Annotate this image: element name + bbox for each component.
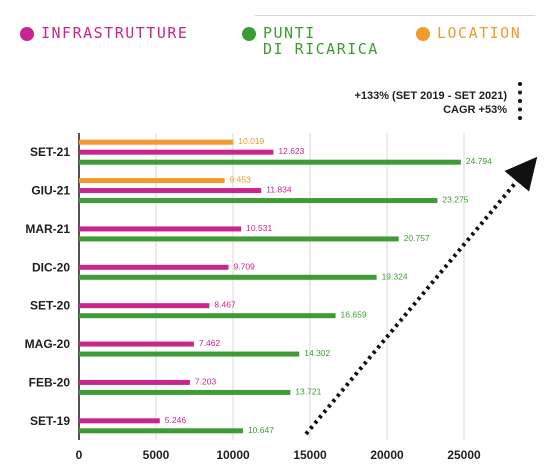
legend-dot-location	[416, 27, 430, 41]
growth-annotation-line-1: +133% (SET 2019 - SET 2021)	[354, 90, 507, 102]
bars	[79, 139, 461, 434]
x-tick-label: 25000	[447, 448, 481, 462]
category-label: SET-21	[30, 145, 70, 159]
legend-item-punti-di-ricarica: PUNTI DI RICARICA	[242, 25, 379, 57]
category-label: GIU-21	[31, 184, 70, 198]
legend-dot-punti-di-ricarica	[242, 27, 256, 41]
data-label: 5.246	[165, 415, 187, 425]
bar-punti-di-ricarica	[79, 351, 300, 357]
growth-annotation: +133% (SET 2019 - SET 2021) CAGR +53%	[354, 89, 507, 117]
data-label: 16.659	[341, 310, 367, 320]
data-label: 8.467	[214, 300, 236, 310]
bar-infrastrutture	[79, 226, 242, 232]
category-label: MAR-21	[25, 222, 70, 236]
data-label: 10.019	[238, 136, 264, 146]
bar-punti-di-ricarica	[79, 198, 438, 204]
data-label: 12.623	[278, 146, 304, 156]
legend-label-location: LOCATION	[437, 24, 522, 42]
bar-location	[79, 139, 234, 145]
bar-punti-di-ricarica	[79, 236, 399, 242]
data-label: 9.453	[230, 175, 252, 185]
legend-label-infrastrutture: INFRASTRUTTURE	[41, 24, 189, 42]
legend-label-punti-di-ricarica: PUNTI DI RICARICA	[263, 24, 379, 58]
grid-lines	[78, 133, 465, 440]
axes: 0 5000 10000 15000 20000 25000 SET-21 GIU-21 MAR…	[25, 145, 481, 462]
bar-infrastrutture	[79, 149, 274, 155]
category-label: DIC-20	[32, 260, 70, 274]
data-label: 11.834	[266, 185, 292, 195]
bar-location	[79, 178, 225, 184]
bar-infrastrutture	[79, 188, 262, 194]
category-label: SET-19	[30, 414, 70, 428]
bar-infrastrutture	[79, 264, 229, 270]
category-label: FEB-20	[29, 375, 71, 389]
legend-divider	[255, 15, 535, 16]
data-label: 19.324	[382, 271, 408, 281]
bar-infrastrutture	[79, 379, 190, 385]
x-tick-label: 15000	[293, 448, 327, 462]
data-label: 14.302	[304, 348, 330, 358]
data-label: 10.647	[248, 425, 274, 435]
category-label: SET-20	[30, 299, 70, 313]
bar-punti-di-ricarica	[79, 389, 291, 395]
legend: INFRASTRUTTURE PUNTI DI RICARICA LOCATIO…	[0, 0, 545, 70]
data-label: 23.275	[442, 195, 468, 205]
growth-annotation-line-2: CAGR +53%	[443, 104, 507, 116]
data-labels: 10.019 12.623 24.794 9.453 11.834 23.275 10.53…	[165, 136, 492, 435]
data-label: 9.709	[234, 261, 256, 271]
x-tick-label: 0	[76, 448, 83, 462]
legend-item-location: LOCATION	[416, 25, 521, 41]
bar-infrastrutture	[79, 303, 210, 309]
bar-infrastrutture	[79, 341, 194, 347]
category-label: MAG-20	[25, 337, 71, 351]
bar-punti-di-ricarica	[79, 428, 243, 434]
annotation-dotted-marker	[518, 82, 526, 120]
x-tick-label: 5000	[143, 448, 170, 462]
x-tick-label: 10000	[216, 448, 250, 462]
bar-punti-di-ricarica	[79, 159, 461, 165]
growth-arrow	[304, 156, 538, 436]
x-tick-label: 20000	[370, 448, 404, 462]
bar-infrastrutture	[79, 418, 160, 424]
data-label: 13.721	[295, 386, 321, 396]
data-label: 7.462	[199, 338, 221, 348]
data-label: 24.794	[466, 156, 492, 166]
legend-item-infrastrutture: INFRASTRUTTURE	[20, 25, 188, 41]
data-label: 20.757	[404, 233, 430, 243]
bar-punti-di-ricarica	[79, 313, 336, 319]
bar-punti-di-ricarica	[79, 274, 377, 280]
legend-dot-infrastrutture	[20, 27, 34, 41]
data-label: 7.203	[195, 376, 217, 386]
data-label: 10.531	[246, 223, 272, 233]
